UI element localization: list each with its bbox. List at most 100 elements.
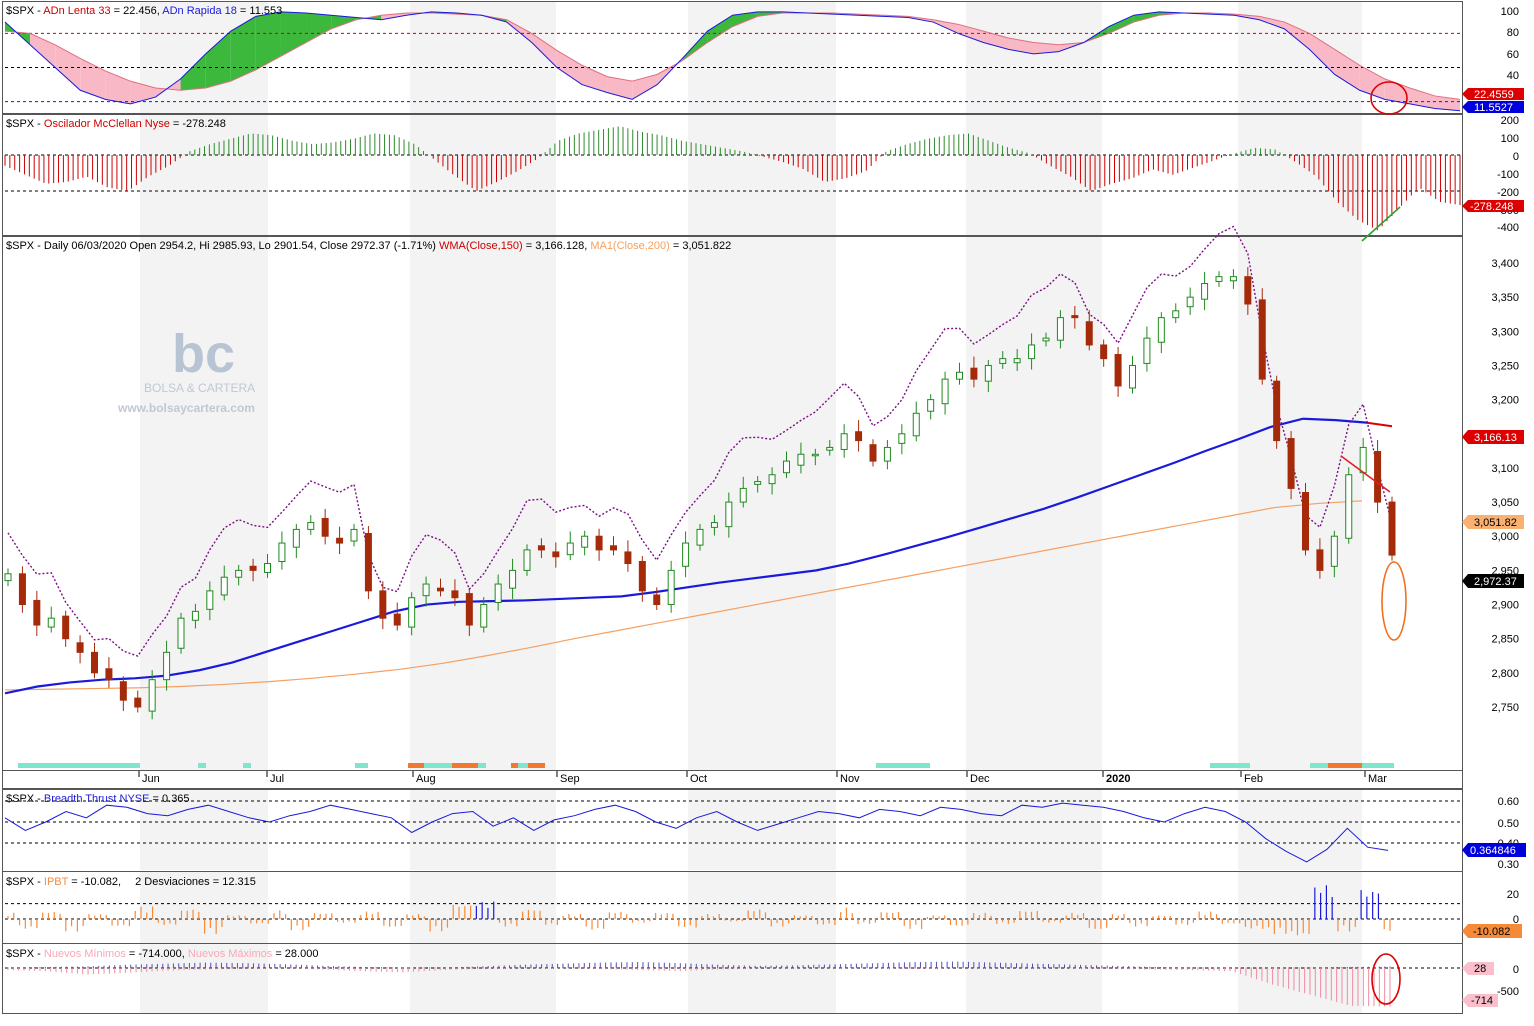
- candle-down: [610, 545, 617, 551]
- month-label: Jul: [270, 773, 284, 785]
- signal-strip: [478, 763, 486, 768]
- signal-strip: [1328, 763, 1362, 768]
- newhighs-tag: 28: [1462, 962, 1494, 975]
- candle-up: [811, 453, 819, 457]
- month-label: Oct: [690, 773, 707, 785]
- candle-up: [264, 563, 271, 573]
- candle-up: [1330, 535, 1338, 567]
- candle-up: [163, 651, 171, 681]
- signal-strip: [518, 763, 528, 768]
- watermark-logo: bc: [172, 324, 235, 384]
- candle-down: [1287, 438, 1295, 489]
- signal-strip: [1310, 763, 1328, 768]
- breadth-tick: 0.30: [1498, 859, 1519, 871]
- candle-up: [523, 549, 531, 571]
- mcclellan-tick: -200: [1497, 187, 1519, 199]
- breadth-tick: 0.60: [1498, 796, 1519, 808]
- ipbt-tick: 0: [1513, 914, 1519, 926]
- candle-down: [451, 590, 459, 599]
- candle-up: [898, 433, 906, 444]
- mcclellan-tick: 200: [1501, 115, 1519, 127]
- candle-up: [710, 522, 718, 528]
- ipbt-tick: 20: [1507, 889, 1519, 901]
- candle-down: [364, 532, 372, 592]
- breadth-line: [4, 802, 1389, 863]
- candle-down: [552, 551, 560, 558]
- candle-up: [1172, 310, 1180, 319]
- month-label: Nov: [840, 773, 860, 785]
- month-shading: [140, 2, 1362, 1013]
- wma-tag-label: 3,166.13: [1474, 432, 1517, 444]
- signal-strip: [452, 763, 478, 768]
- candle-up: [1056, 317, 1064, 341]
- price-tick: 2,850: [1491, 634, 1519, 646]
- candle-up: [494, 583, 502, 603]
- mcclellan-tick: 0: [1513, 151, 1519, 163]
- mcclellan-tag-label: -278.248: [1470, 201, 1513, 213]
- month-band: [410, 790, 556, 870]
- watermark-name: BOLSA & CARTERA: [144, 381, 255, 395]
- candle-up: [754, 481, 762, 485]
- candle-up: [148, 679, 156, 712]
- adn-tick: 40: [1507, 70, 1519, 82]
- month-band: [1238, 790, 1362, 870]
- adn-tick: 60: [1507, 49, 1519, 61]
- candle-down: [249, 565, 257, 571]
- price-tick: 3,250: [1491, 360, 1519, 372]
- candle-down: [1316, 549, 1324, 571]
- adn-fill-bull: [306, 12, 332, 43]
- candle-down: [1114, 354, 1122, 387]
- panel-newlows-frame: [2, 943, 1463, 1014]
- adn-circle-annotation: [1370, 81, 1408, 115]
- adn-fill-bull: [180, 53, 206, 91]
- signal-strip: [355, 763, 368, 768]
- candle-up: [177, 617, 185, 649]
- adn-slow-line: [4, 12, 1461, 100]
- candle-down: [1100, 344, 1108, 360]
- panel-mcclellan-frame: [2, 114, 1463, 236]
- candle-up: [941, 378, 949, 405]
- month-band: [966, 944, 1102, 1013]
- month-label: Sep: [560, 773, 580, 785]
- candle-up: [696, 528, 704, 546]
- candle-down: [33, 599, 41, 626]
- value-tags: 22.4559 11.5527 -278.248 3,166.13 3,051.…: [1462, 88, 1526, 1007]
- ma-tag: 3,051.82: [1462, 515, 1524, 529]
- candle-up: [292, 528, 300, 548]
- adn-fast-line: [4, 11, 1461, 112]
- price-tick: 3,100: [1491, 463, 1519, 475]
- breadth-tag-label: 0.364846: [1470, 845, 1516, 857]
- wma150-tail: [1367, 421, 1393, 428]
- panel-adn-frame: [2, 1, 1463, 114]
- newhighs-tag-label: 28: [1474, 963, 1486, 975]
- month-label: 2020: [1106, 773, 1130, 785]
- candle-up: [783, 460, 790, 474]
- signal-strip: [1362, 763, 1394, 768]
- panel-ipbt-title: $SPX - IPBT = -10.082, 2 Desviaciones = 1…: [6, 876, 256, 888]
- adn-fill-bear: [381, 12, 407, 20]
- adn-fill-bear: [1309, 33, 1335, 75]
- adn-fill-bear: [1033, 42, 1059, 54]
- mcclellan-trendline-annotation: [1361, 206, 1401, 242]
- candle-down: [437, 587, 444, 592]
- candle-up: [840, 433, 848, 450]
- newlows-tag-label: -714: [1471, 995, 1493, 1007]
- candle-up: [927, 399, 935, 412]
- candle-down: [1273, 380, 1281, 442]
- mcclellan-tick: -400: [1497, 222, 1519, 234]
- month-band: [1238, 237, 1362, 770]
- candle-down: [855, 431, 863, 442]
- month-band: [688, 237, 836, 770]
- candle-up: [1143, 337, 1151, 364]
- adn-fill-bear: [105, 70, 131, 104]
- candle-up: [667, 569, 675, 606]
- adn-fill-bear: [1008, 37, 1034, 54]
- candle-down: [379, 590, 387, 619]
- month-band: [410, 237, 556, 770]
- candle-down: [91, 651, 98, 674]
- adn-slow-tag-label: 22.4559: [1474, 89, 1514, 101]
- candle-down: [869, 444, 877, 462]
- adn-fill-bear: [581, 65, 608, 93]
- price-tick: 3,300: [1491, 326, 1519, 338]
